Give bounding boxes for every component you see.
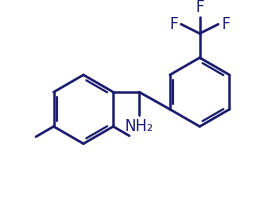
Text: F: F xyxy=(170,17,178,32)
Text: F: F xyxy=(221,17,230,32)
Text: F: F xyxy=(195,0,204,15)
Text: NH₂: NH₂ xyxy=(125,119,154,134)
